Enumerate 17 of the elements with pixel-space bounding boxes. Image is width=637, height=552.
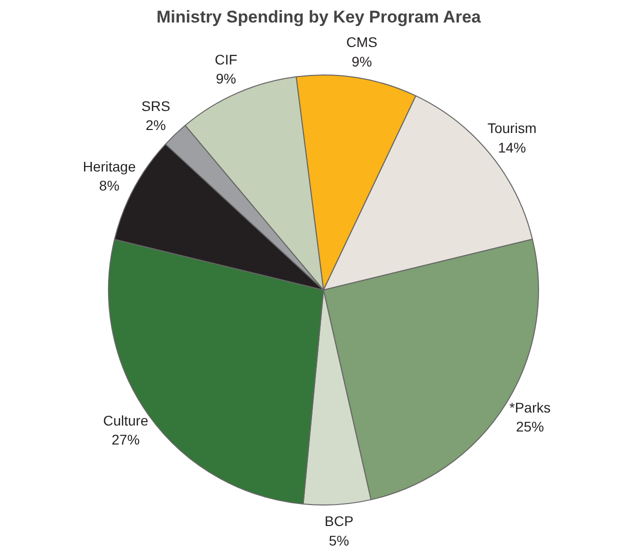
slice-label: *Parks — [509, 400, 551, 416]
slice-label: CMS — [346, 34, 378, 50]
data-label: 9% — [352, 53, 372, 70]
data-label: 14% — [498, 139, 526, 156]
data-label: 2% — [146, 117, 166, 134]
slice-label: Heritage — [82, 158, 136, 175]
data-label: 8% — [99, 178, 120, 194]
data-label: 27% — [112, 432, 140, 448]
slice-label: SRS — [141, 98, 170, 114]
slice-label: Culture — [103, 412, 148, 428]
slice-label: BCP — [324, 513, 354, 530]
slice-label: CIF — [214, 51, 238, 68]
slice-label: Tourism — [487, 120, 537, 136]
data-label: 25% — [516, 418, 544, 435]
chart-title: Ministry Spending by Key Program Area — [156, 8, 482, 26]
data-label: 5% — [328, 532, 350, 548]
data-label: 9% — [216, 70, 236, 87]
